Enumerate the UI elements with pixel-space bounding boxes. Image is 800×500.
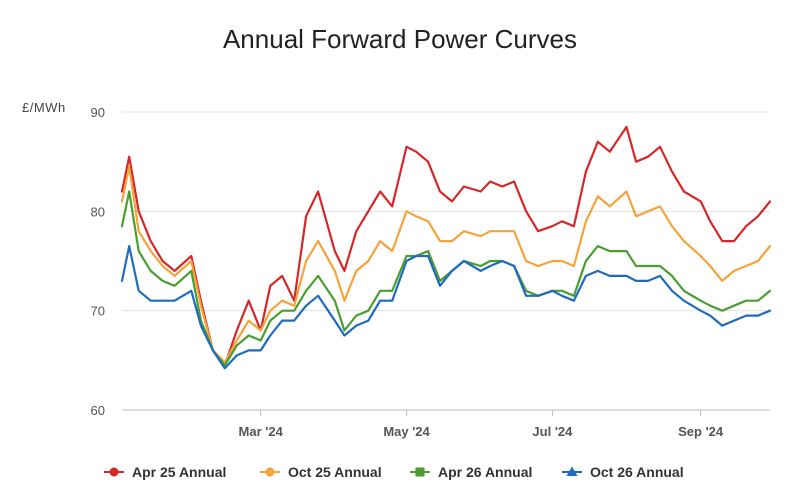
series-line — [120, 190, 772, 367]
y-axis-label: £/MWh — [22, 100, 66, 115]
series-line — [120, 125, 772, 367]
y-tick-label: 90 — [91, 105, 105, 120]
series-line — [120, 245, 772, 370]
legend-label: Oct 26 Annual — [590, 464, 684, 480]
legend-label: Apr 26 Annual — [438, 464, 532, 480]
legend-label: Oct 25 Annual — [288, 464, 382, 480]
legend-marker — [566, 466, 578, 476]
series-line — [120, 165, 772, 364]
x-tick-label: May '24 — [383, 424, 430, 439]
x-tick-label: Mar '24 — [239, 424, 284, 439]
legend-marker — [415, 467, 425, 477]
legend-marker — [109, 467, 119, 477]
y-tick-label: 70 — [91, 304, 105, 319]
chart-title: Annual Forward Power Curves — [222, 24, 578, 54]
x-tick-label: Sep '24 — [678, 424, 724, 439]
y-tick-label: 60 — [91, 403, 105, 418]
legend-marker — [265, 467, 275, 477]
x-tick-label: Jul '24 — [532, 424, 573, 439]
legend-label: Apr 25 Annual — [132, 464, 226, 480]
y-tick-label: 80 — [91, 204, 105, 219]
